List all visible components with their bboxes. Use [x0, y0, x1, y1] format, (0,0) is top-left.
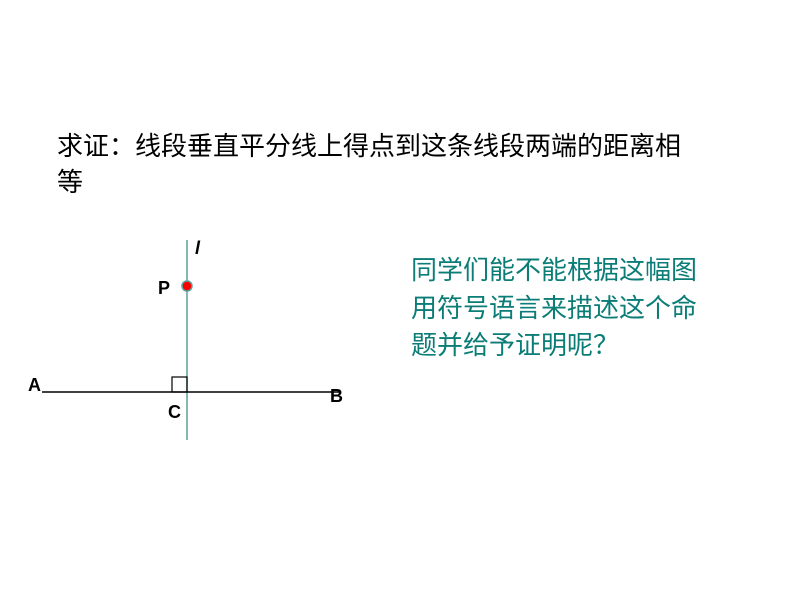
- label-l: l: [195, 238, 200, 259]
- right-angle-marker: [172, 377, 187, 392]
- point-p: [182, 281, 192, 291]
- diagram-svg: [20, 230, 380, 450]
- teacher-prompt: 同学们能不能根据这幅图用符号语言来描述这个命题并给予证明呢？: [411, 252, 711, 365]
- problem-statement: 求证：线段垂直平分线上得点到这条线段两端的距离相等: [57, 128, 697, 201]
- label-p: P: [158, 278, 170, 299]
- label-c: C: [168, 402, 181, 423]
- page-root: 求证：线段垂直平分线上得点到这条线段两端的距离相等 同学们能不能根据这幅图用符号…: [0, 0, 794, 596]
- label-b: B: [330, 386, 343, 407]
- label-a: A: [28, 375, 41, 396]
- geometry-diagram: l P A B C: [20, 230, 380, 450]
